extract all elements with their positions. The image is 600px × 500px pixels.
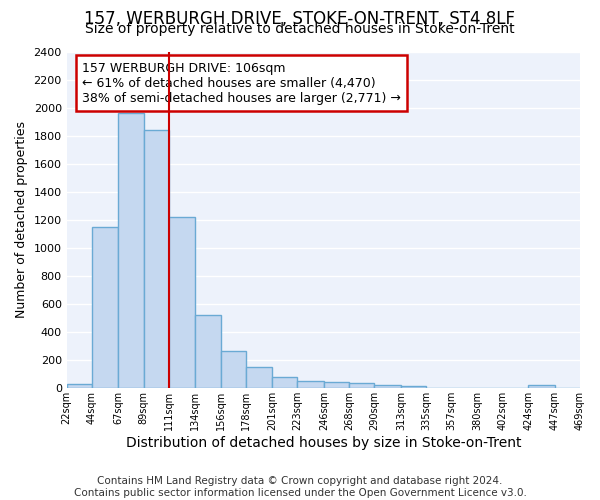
Y-axis label: Number of detached properties: Number of detached properties <box>15 122 28 318</box>
Text: Contains HM Land Registry data © Crown copyright and database right 2024.
Contai: Contains HM Land Registry data © Crown c… <box>74 476 526 498</box>
Text: 157 WERBURGH DRIVE: 106sqm
← 61% of detached houses are smaller (4,470)
38% of s: 157 WERBURGH DRIVE: 106sqm ← 61% of deta… <box>82 62 401 104</box>
Bar <box>529 386 555 388</box>
Bar <box>221 351 246 389</box>
Bar <box>324 382 349 388</box>
Bar <box>92 227 118 388</box>
Bar <box>298 382 324 388</box>
Bar <box>118 113 143 388</box>
Bar <box>195 316 221 388</box>
Bar <box>349 382 374 388</box>
Bar <box>67 384 92 388</box>
Bar <box>272 377 298 388</box>
X-axis label: Distribution of detached houses by size in Stoke-on-Trent: Distribution of detached houses by size … <box>125 436 521 450</box>
Bar <box>246 367 272 388</box>
Text: Size of property relative to detached houses in Stoke-on-Trent: Size of property relative to detached ho… <box>85 22 515 36</box>
Text: 157, WERBURGH DRIVE, STOKE-ON-TRENT, ST4 8LF: 157, WERBURGH DRIVE, STOKE-ON-TRENT, ST4… <box>85 10 515 28</box>
Bar <box>374 386 401 388</box>
Bar <box>143 130 169 388</box>
Bar <box>169 217 195 388</box>
Bar <box>401 386 426 388</box>
